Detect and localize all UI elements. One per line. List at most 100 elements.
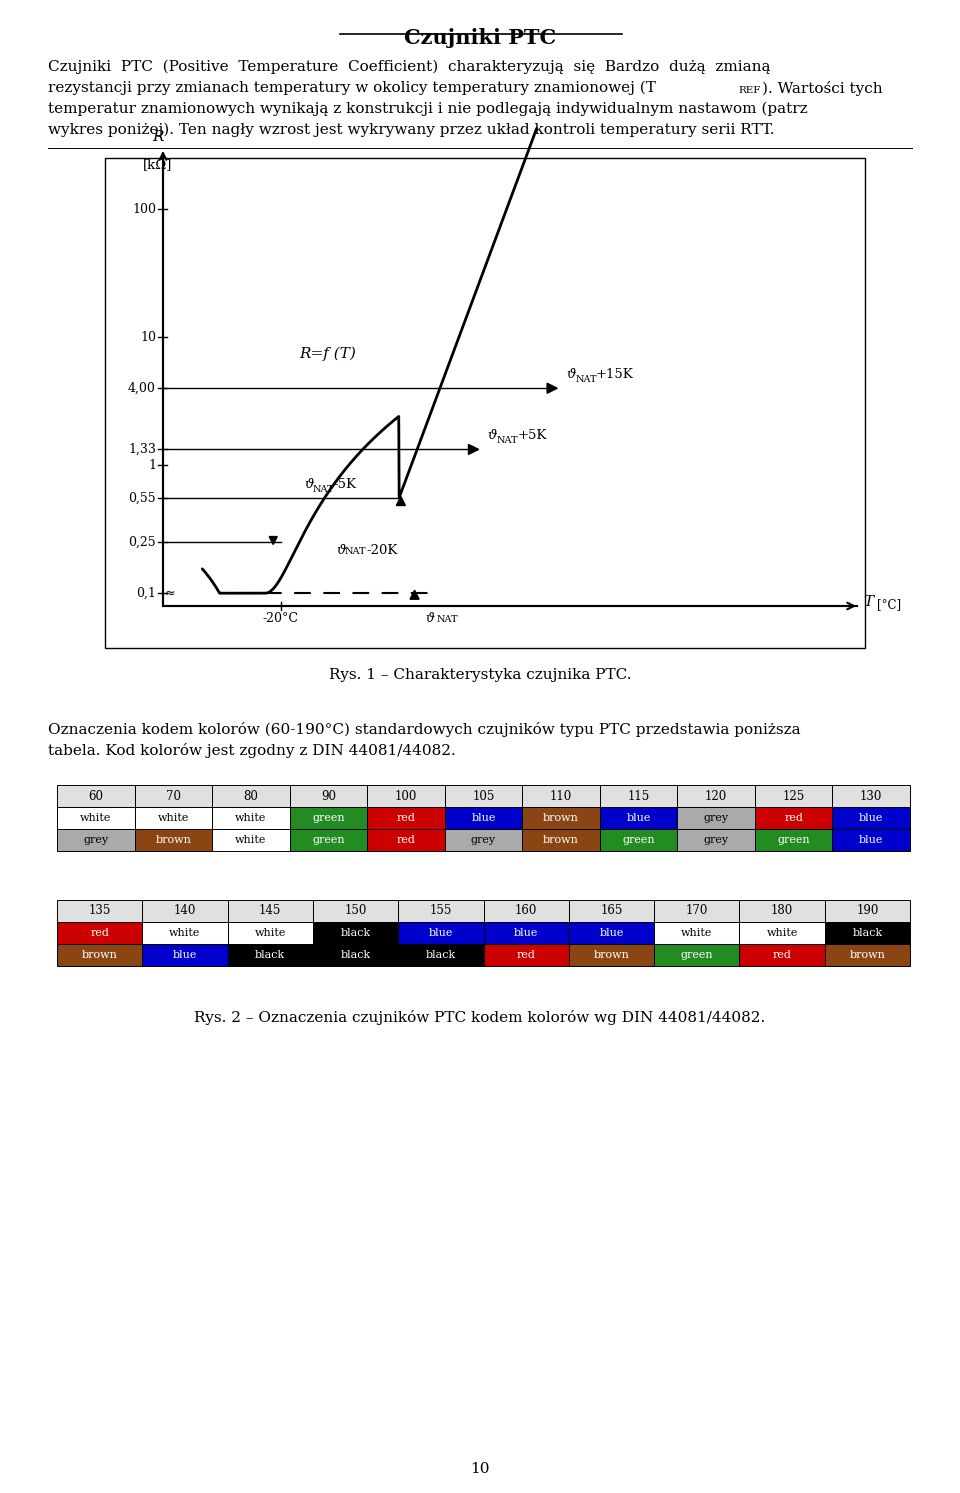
Bar	[313, 900, 398, 923]
Text: red: red	[784, 814, 804, 823]
Bar	[825, 923, 910, 944]
Bar	[57, 944, 142, 966]
Bar	[134, 829, 212, 851]
Text: black: black	[852, 929, 882, 938]
Text: R: R	[153, 130, 164, 143]
Bar	[313, 944, 398, 966]
Text: grey: grey	[471, 835, 496, 845]
Text: Rys. 2 – Oznaczenia czujników PTC kodem kolorów wg DIN 44081/44082.: Rys. 2 – Oznaczenia czujników PTC kodem …	[194, 1009, 766, 1026]
Text: 4,00: 4,00	[128, 382, 156, 394]
Text: 155: 155	[430, 905, 452, 918]
Text: ϑ: ϑ	[488, 430, 497, 442]
Bar	[444, 785, 522, 808]
Text: temperatur znamionowych wynikają z konstrukcji i nie podlegają indywidualnym nas: temperatur znamionowych wynikają z konst…	[48, 102, 807, 116]
Text: 165: 165	[600, 905, 623, 918]
Text: Oznaczenia kodem kolorów (60-190°C) standardowych czujników typu PTC przedstawia: Oznaczenia kodem kolorów (60-190°C) stan…	[48, 723, 801, 738]
Bar	[57, 808, 134, 829]
Bar	[739, 944, 825, 966]
Bar	[600, 808, 678, 829]
Text: wykres poniżej). Ten nagły wzrost jest wykrywany przez układ kontroli temperatur: wykres poniżej). Ten nagły wzrost jest w…	[48, 122, 775, 137]
Bar	[367, 829, 444, 851]
Text: NAT: NAT	[345, 548, 367, 557]
Bar	[654, 900, 739, 923]
Bar	[568, 900, 654, 923]
Text: black: black	[425, 950, 456, 960]
Bar	[755, 785, 832, 808]
Bar	[678, 808, 755, 829]
Text: 140: 140	[174, 905, 196, 918]
Text: REF: REF	[738, 87, 760, 96]
Text: 100: 100	[132, 203, 156, 216]
Text: brown: brown	[593, 950, 630, 960]
Text: R=f (T): R=f (T)	[300, 346, 356, 360]
Text: NAT: NAT	[496, 436, 518, 445]
Text: ϑ: ϑ	[304, 478, 313, 491]
Text: brown: brown	[82, 950, 117, 960]
Bar	[654, 944, 739, 966]
Text: blue: blue	[859, 814, 883, 823]
Bar	[484, 900, 568, 923]
Bar	[57, 785, 134, 808]
Text: grey: grey	[84, 835, 108, 845]
Text: ≈: ≈	[165, 587, 176, 600]
Text: 125: 125	[782, 790, 804, 803]
Text: black: black	[255, 950, 285, 960]
Bar	[600, 829, 678, 851]
Bar	[832, 785, 910, 808]
Text: red: red	[516, 950, 536, 960]
Text: NAT: NAT	[575, 375, 597, 384]
Bar	[832, 808, 910, 829]
Bar	[290, 785, 367, 808]
Text: tabela. Kod kolorów jest zgodny z DIN 44081/44082.: tabela. Kod kolorów jest zgodny z DIN 44…	[48, 744, 456, 758]
Text: T: T	[863, 596, 874, 609]
Text: 180: 180	[771, 905, 793, 918]
Bar	[484, 944, 568, 966]
Bar	[522, 785, 600, 808]
Bar	[57, 829, 134, 851]
Text: 170: 170	[685, 905, 708, 918]
Text: ). Wartości tych: ). Wartości tych	[762, 81, 882, 96]
Text: white: white	[766, 929, 798, 938]
Text: brown: brown	[850, 950, 885, 960]
Bar	[444, 808, 522, 829]
Bar	[134, 808, 212, 829]
Text: NAT: NAT	[313, 485, 334, 494]
Bar	[398, 944, 484, 966]
Bar	[57, 900, 142, 923]
Bar	[484, 923, 568, 944]
Text: 1,33: 1,33	[128, 443, 156, 455]
Text: white: white	[80, 814, 111, 823]
Bar	[142, 944, 228, 966]
Bar	[134, 785, 212, 808]
Text: blue: blue	[859, 835, 883, 845]
Bar	[228, 923, 313, 944]
Text: white: white	[157, 814, 189, 823]
Text: [°C]: [°C]	[877, 599, 901, 612]
Text: brown: brown	[543, 814, 579, 823]
Text: +5K: +5K	[517, 430, 547, 442]
Text: 115: 115	[628, 790, 650, 803]
Text: 110: 110	[550, 790, 572, 803]
Polygon shape	[410, 590, 420, 599]
Bar	[755, 829, 832, 851]
Bar	[739, 900, 825, 923]
Text: grey: grey	[704, 814, 729, 823]
Bar	[444, 829, 522, 851]
Bar	[290, 808, 367, 829]
Bar	[678, 829, 755, 851]
Text: -20K: -20K	[366, 545, 397, 557]
Bar	[755, 808, 832, 829]
Text: brown: brown	[543, 835, 579, 845]
Bar	[825, 944, 910, 966]
Text: red: red	[396, 835, 416, 845]
Text: white: white	[254, 929, 286, 938]
Polygon shape	[396, 497, 405, 506]
Bar	[739, 923, 825, 944]
Text: white: white	[235, 814, 267, 823]
Bar	[212, 808, 290, 829]
Text: 10: 10	[470, 1462, 490, 1477]
Bar	[522, 808, 600, 829]
Text: blue: blue	[173, 950, 197, 960]
Text: blue: blue	[627, 814, 651, 823]
Text: 160: 160	[515, 905, 538, 918]
